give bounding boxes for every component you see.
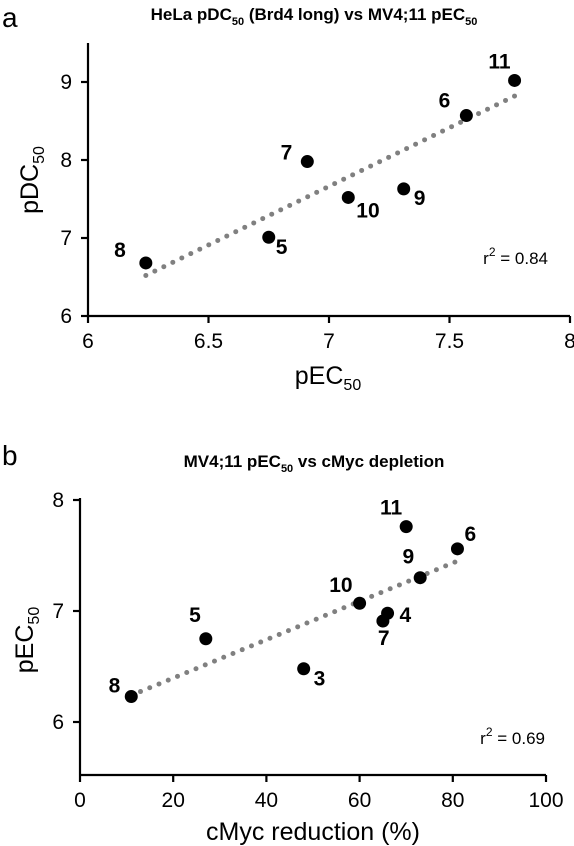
data-point [459,109,473,123]
data-point [199,632,213,646]
data-points-b: 8 5 3 10 74 11 9 6 [109,497,476,703]
x-ticks-a: 6 6.5 7 7.5 8 [82,316,574,353]
y-tick-label: 7 [52,600,64,623]
data-point-label: 11 [380,497,403,520]
x-tick-label: 6 [82,330,94,353]
data-point-label: 8 [109,674,121,697]
y-tick-label: 8 [60,149,72,172]
data-point [124,689,138,703]
data-point-label: 9 [414,187,426,210]
x-tick-label: 7.5 [435,330,464,353]
trendline-b [128,558,460,698]
panel-label-b: b [2,440,18,471]
x-tick-label: 100 [528,789,563,812]
data-point-label: 8 [114,239,126,262]
data-point [381,606,395,620]
data-point [300,155,314,169]
y-tick-label: 9 [60,71,72,94]
y-tick-label: 7 [60,227,72,250]
data-point-label: 6 [464,523,476,546]
x-tick-label: 20 [162,789,185,812]
y-ticks-b: 6 7 8 [52,489,80,734]
y-axis-label-a: pDC50 [16,146,48,214]
data-point [413,571,427,585]
data-point-label: 5 [276,236,288,259]
chart-title-b: MV4;11 pEC50 vs cMyc depletion [184,452,445,475]
data-point-label: 3 [314,668,326,691]
data-point-label: 6 [439,90,451,113]
r-squared-b: r2 = 0.69 [480,725,545,748]
data-point [450,542,464,556]
r-squared-a: r2 = 0.84 [483,245,548,268]
x-tick-label: 7 [323,330,335,353]
x-axis-label-b: cMyc reduction (%) [206,818,420,846]
y-tick-label: 6 [60,305,72,328]
y-ticks-a: 6 7 8 9 [60,71,88,328]
x-ticks-b: 0 20 40 60 80 100 [74,775,564,812]
x-tick-label: 60 [348,789,371,812]
y-tick-label: 6 [52,711,64,734]
y-tick-label: 8 [52,489,64,512]
x-tick-label: 8 [564,330,574,353]
x-axis-label-a: pEC50 [295,362,362,394]
data-point-label: 7 [281,142,293,165]
chart-title-a: HeLa pDC50 (Brd4 long) vs MV4;11 pEC50 [151,5,478,28]
data-point-label: 10 [356,199,379,222]
x-tick-label: 0 [74,789,86,812]
data-point [262,230,276,244]
data-point [139,256,153,270]
scatter-chart-a: a HeLa pDC50 (Brd4 long) vs MV4;11 pEC50… [2,2,574,394]
x-tick-label: 80 [441,789,464,812]
data-points-a: 8 5 7 10 9 6 11 [114,50,522,270]
x-tick-label: 40 [255,789,278,812]
data-point [397,182,411,196]
data-point-label: 10 [329,574,352,597]
data-point-label: 4 [400,604,412,627]
scatter-chart-b: b MV4;11 pEC50 vs cMyc depletion 0 20 40 60… [2,440,564,846]
x-tick-label: 6.5 [194,330,223,353]
data-point [341,190,355,204]
data-point-label: 5 [189,604,201,627]
panel-label-a: a [2,2,18,33]
data-point-label: 9 [402,546,414,569]
y-axis-label-b: pEC50 [11,607,43,674]
data-point [399,520,413,534]
data-point [297,662,311,676]
trendline-a [143,93,518,278]
data-point-label: 7 [378,627,390,650]
data-point [508,73,522,87]
data-point [353,596,367,610]
data-point-label: 11 [488,50,511,73]
